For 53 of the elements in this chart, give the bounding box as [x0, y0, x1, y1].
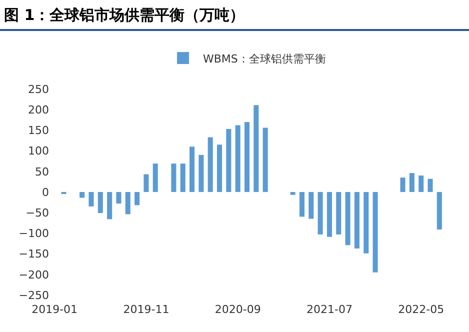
bar [125, 192, 130, 214]
bar [216, 144, 222, 192]
bar [208, 137, 213, 192]
y-tick-label: 0 [42, 186, 49, 199]
y-tick-label: 200 [28, 103, 49, 116]
bar [80, 192, 85, 198]
bar [436, 192, 442, 230]
y-tick-label: −50 [26, 206, 49, 220]
bar [152, 164, 158, 192]
y-tick-label: −100 [18, 227, 49, 240]
bar [171, 164, 176, 192]
y-tick-label: 150 [28, 124, 49, 138]
bar [254, 105, 259, 192]
y-tick-label: −250 [18, 288, 49, 302]
x-tick-label: 2019-11 [123, 303, 170, 316]
bar [198, 154, 204, 192]
bar [372, 192, 378, 272]
bar [318, 192, 323, 234]
bar [116, 192, 122, 204]
bar [180, 164, 186, 192]
bar [418, 176, 424, 192]
x-tick-label: 2021-07 [306, 303, 352, 316]
bar [144, 174, 149, 192]
bar [244, 122, 250, 192]
bar [262, 128, 268, 192]
x-tick-label: 2019-01 [32, 303, 78, 316]
bar [428, 178, 433, 192]
bar [190, 146, 195, 192]
bar [308, 192, 314, 219]
bar [345, 192, 350, 246]
y-tick-label: 250 [28, 82, 49, 96]
y-tick-label: −200 [18, 268, 49, 282]
bar [107, 192, 112, 220]
bar [134, 192, 140, 206]
bar [400, 178, 406, 192]
bar [235, 125, 240, 192]
x-tick-label: 2022-05 [398, 303, 444, 316]
legend-label: WBMS：全球铝供需平衡 [203, 52, 326, 66]
chart-title: 图 1：全球铝市场供需平衡（万吨） [0, 0, 469, 31]
bar [354, 192, 360, 248]
bar [364, 192, 369, 254]
bar [290, 192, 296, 195]
bar [409, 173, 414, 192]
bar [336, 192, 342, 234]
x-tick-label: 2020-09 [214, 303, 261, 316]
y-tick-label: 50 [35, 165, 49, 178]
y-tick-label: 100 [28, 144, 49, 158]
bar [88, 192, 94, 206]
bar [326, 192, 332, 237]
y-tick-label: −150 [18, 248, 49, 261]
bar [226, 128, 232, 192]
bar [98, 192, 103, 214]
bar [299, 192, 304, 217]
